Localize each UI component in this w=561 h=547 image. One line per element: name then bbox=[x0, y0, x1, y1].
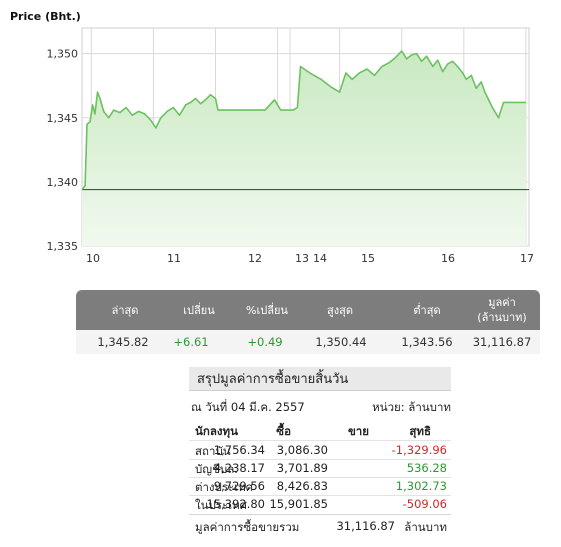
header-percent-change: %เปลี่ยน bbox=[246, 303, 288, 317]
summary-header-row: นักลงทุน ซื้อ ขาย สุทธิ bbox=[189, 421, 451, 439]
summary-unit: หน่วย: ล้านบาท bbox=[372, 400, 451, 414]
sell-value: 8,426.83 bbox=[276, 479, 328, 493]
value-percent-change: +0.49 bbox=[247, 335, 283, 349]
value-total: 31,116.87 bbox=[472, 335, 532, 349]
investor-name: บัญชีบล. bbox=[195, 462, 238, 476]
summary-date: ณ วันที่ 04 มี.ค. 2557 bbox=[191, 400, 305, 414]
price-area bbox=[82, 51, 526, 246]
y-tick-label: 1,350 bbox=[47, 48, 79, 61]
y-tick-label: 1,340 bbox=[47, 176, 79, 189]
stats-header: ล่าสุด เปลี่ยน %เปลี่ยน สูงสุด ต่ำสุด มู… bbox=[76, 290, 540, 330]
investor-name: สถาบัน bbox=[195, 444, 231, 458]
x-tick-label: 17 bbox=[520, 252, 534, 265]
value-high: 1,350.44 bbox=[315, 335, 367, 349]
y-tick-label: 1,335 bbox=[47, 240, 79, 253]
x-tick-label: 15 bbox=[361, 252, 375, 265]
net-value: -1,329.96 bbox=[391, 443, 447, 457]
net-value: -509.06 bbox=[402, 497, 447, 511]
investor-name: ในประเทศ bbox=[195, 498, 247, 512]
x-tick-label: 13 bbox=[295, 252, 309, 265]
buy-value: 1,756.34 bbox=[213, 443, 265, 457]
sell-value: 3,701.89 bbox=[276, 461, 328, 475]
trading-summary: สรุปมูลค่าการซื้อขายสิ้นวัน ณ วันที่ 04 … bbox=[189, 367, 451, 537]
summary-row: ในประเทศ 15,392.80 15,901.85 -509.06 bbox=[189, 495, 451, 513]
value-last: 1,345.82 bbox=[97, 335, 149, 349]
header-value: มูลค่า (ล้านบาท) bbox=[477, 296, 527, 324]
stats-values: 1,345.82 +6.61 +0.49 1,350.44 1,343.56 3… bbox=[76, 330, 540, 354]
summary-title: สรุปมูลค่าการซื้อขายสิ้นวัน bbox=[189, 367, 451, 391]
y-tick-label: 1,345 bbox=[47, 112, 79, 125]
summary-row: ต่างประเทศ 9,729.56 8,426.83 1,302.73 bbox=[189, 477, 451, 495]
net-value: 536.28 bbox=[406, 461, 447, 475]
col-buy: ซื้อ bbox=[276, 424, 291, 438]
buy-value: 15,392.80 bbox=[206, 497, 265, 511]
summary-total-row: มูลค่าการซื้อขายรวม 31,116.87 ล้านบาท bbox=[189, 514, 451, 535]
total-value: 31,116.87 bbox=[336, 519, 395, 533]
sell-value: 15,901.85 bbox=[269, 497, 328, 511]
x-tick-label: 12 bbox=[248, 252, 262, 265]
total-label: มูลค่าการซื้อขายรวม bbox=[195, 520, 300, 534]
value-change: +6.61 bbox=[173, 335, 209, 349]
header-change: เปลี่ยน bbox=[183, 303, 215, 317]
x-tick-label: 11 bbox=[167, 252, 181, 265]
price-line bbox=[81, 50, 526, 191]
net-value: 1,302.73 bbox=[395, 479, 447, 493]
summary-row: สถาบัน 1,756.34 3,086.30 -1,329.96 bbox=[189, 441, 451, 459]
x-tick-label: 16 bbox=[441, 252, 455, 265]
value-low: 1,343.56 bbox=[401, 335, 453, 349]
total-unit: ล้านบาท bbox=[404, 520, 447, 534]
sell-value: 3,086.30 bbox=[276, 443, 328, 457]
investor-name: ต่างประเทศ bbox=[195, 480, 254, 494]
price-chart: 1,335 1,340 1,345 1,350 10 11 12 13 14 15 16 17 bbox=[47, 27, 534, 265]
col-investor: นักลงทุน bbox=[195, 424, 238, 438]
buy-value: 9,729.56 bbox=[213, 479, 265, 493]
col-sell: ขาย bbox=[347, 424, 369, 438]
buy-value: 4,238.17 bbox=[213, 461, 265, 475]
chart-title: Price (Bht.) bbox=[10, 10, 81, 23]
x-tick-label: 10 bbox=[86, 252, 100, 265]
summary-row: บัญชีบล. 4,238.17 3,701.89 536.28 bbox=[189, 459, 451, 477]
header-high: สูงสุด bbox=[327, 303, 353, 317]
header-low: ต่ำสุด bbox=[413, 303, 441, 317]
x-tick-label: 14 bbox=[313, 252, 327, 265]
header-last: ล่าสุด bbox=[111, 303, 139, 317]
col-net: สุทธิ bbox=[409, 424, 431, 438]
